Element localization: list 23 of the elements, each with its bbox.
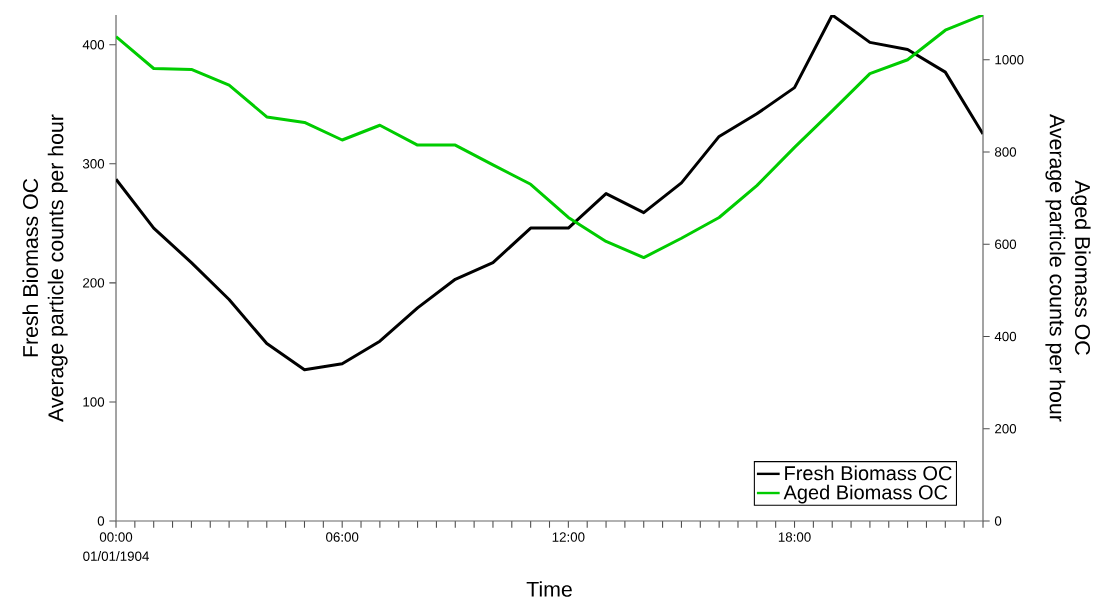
legend-label: Aged Biomass OC [783, 484, 948, 504]
text: 01/01/1904 [83, 551, 149, 561]
y-axis-title: Fresh Biomass OC Average particle counts per hour [22, 114, 68, 422]
y2-axis-title: Aged Biomass OC Average particle counts per hour [1045, 114, 1091, 422]
x-tick-label: 00:00 [99, 532, 133, 542]
x-axis-title: Time [526, 581, 572, 597]
y2-tick-label: 600 [995, 239, 1017, 249]
y-tick-label: 0 [97, 516, 105, 526]
y-tick-label: 400 [82, 40, 105, 50]
line-series [116, 14, 983, 372]
legend-label: Fresh Biomass OC [785, 465, 952, 481]
y2-tick-label: 800 [994, 147, 1017, 157]
x-tick-label: 18:00 [778, 532, 811, 542]
x-tick-label: 12:00 [552, 532, 585, 542]
y2-tick-label: 200 [995, 424, 1017, 434]
x-tick-label: 06:00 [326, 532, 359, 542]
y-tick-label: 200 [83, 278, 105, 288]
y2-tick-label: 0 [994, 516, 1002, 526]
y2-tick-label: 1000 [995, 55, 1024, 65]
line-series [116, 14, 983, 260]
y-tick-label: 300 [82, 159, 105, 169]
y-tick-label: 100 [83, 397, 105, 407]
y2-tick-label: 400 [994, 331, 1017, 342]
